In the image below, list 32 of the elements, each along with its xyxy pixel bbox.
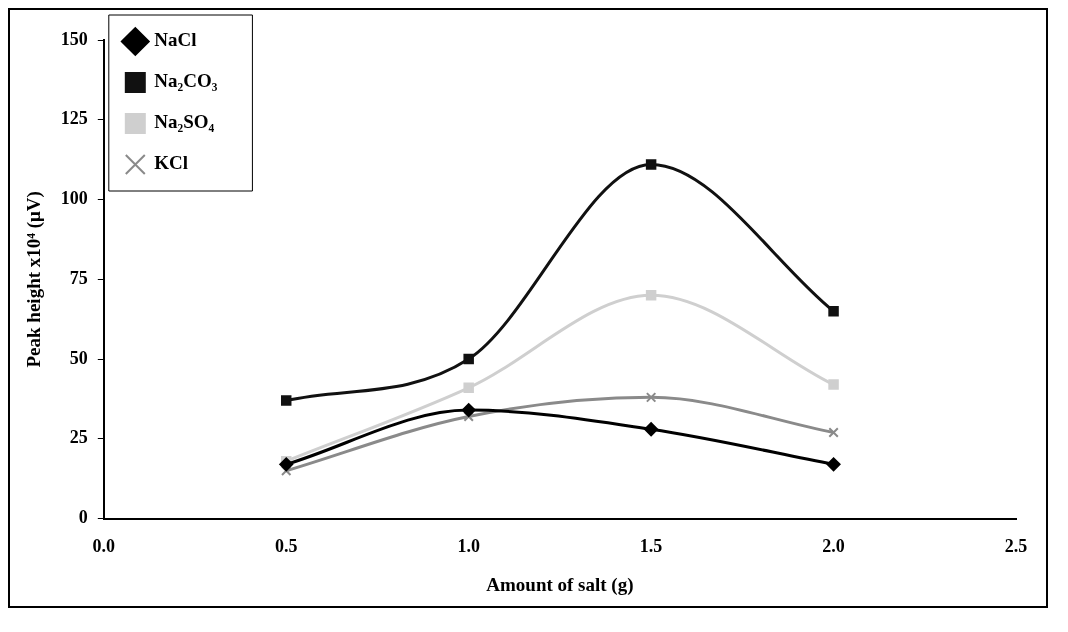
point [826,457,841,472]
point [461,403,476,418]
point [644,422,659,437]
point [279,457,294,472]
point [463,353,474,365]
x-tick-label: 2.0 [822,536,845,557]
point [645,392,657,403]
legend-label: Na₂SO₄ [154,111,215,133]
point [645,290,657,301]
x-tick-label: 0.5 [274,536,298,557]
y-tick-label: 0 [78,507,88,528]
legend-label: Na₂CO₃ [154,70,218,92]
y-tick-label: 100 [60,188,88,209]
legend-label: KCl [154,152,189,174]
point [281,395,292,406]
y-tick-label: 75 [69,267,88,288]
x-tick-label: 2.5 [1004,536,1028,557]
x-tick-label: 1.5 [639,536,663,557]
point [828,379,839,390]
x-tick-label: 0.0 [92,536,116,557]
y-axis-title: Peak height x10⁴ (μV) [23,191,46,368]
x-tick-label: 1.0 [457,536,480,557]
point [828,305,839,317]
y-tick-label: 125 [60,108,88,129]
legend-label: NaCl [154,29,197,51]
y-tick-label: 50 [69,347,88,368]
x-axis-title: Amount of salt (g) [486,573,634,596]
y-tick-label: 25 [69,427,88,448]
point [828,427,839,438]
point [463,382,474,394]
point [645,159,657,170]
y-tick-label: 150 [60,28,88,49]
